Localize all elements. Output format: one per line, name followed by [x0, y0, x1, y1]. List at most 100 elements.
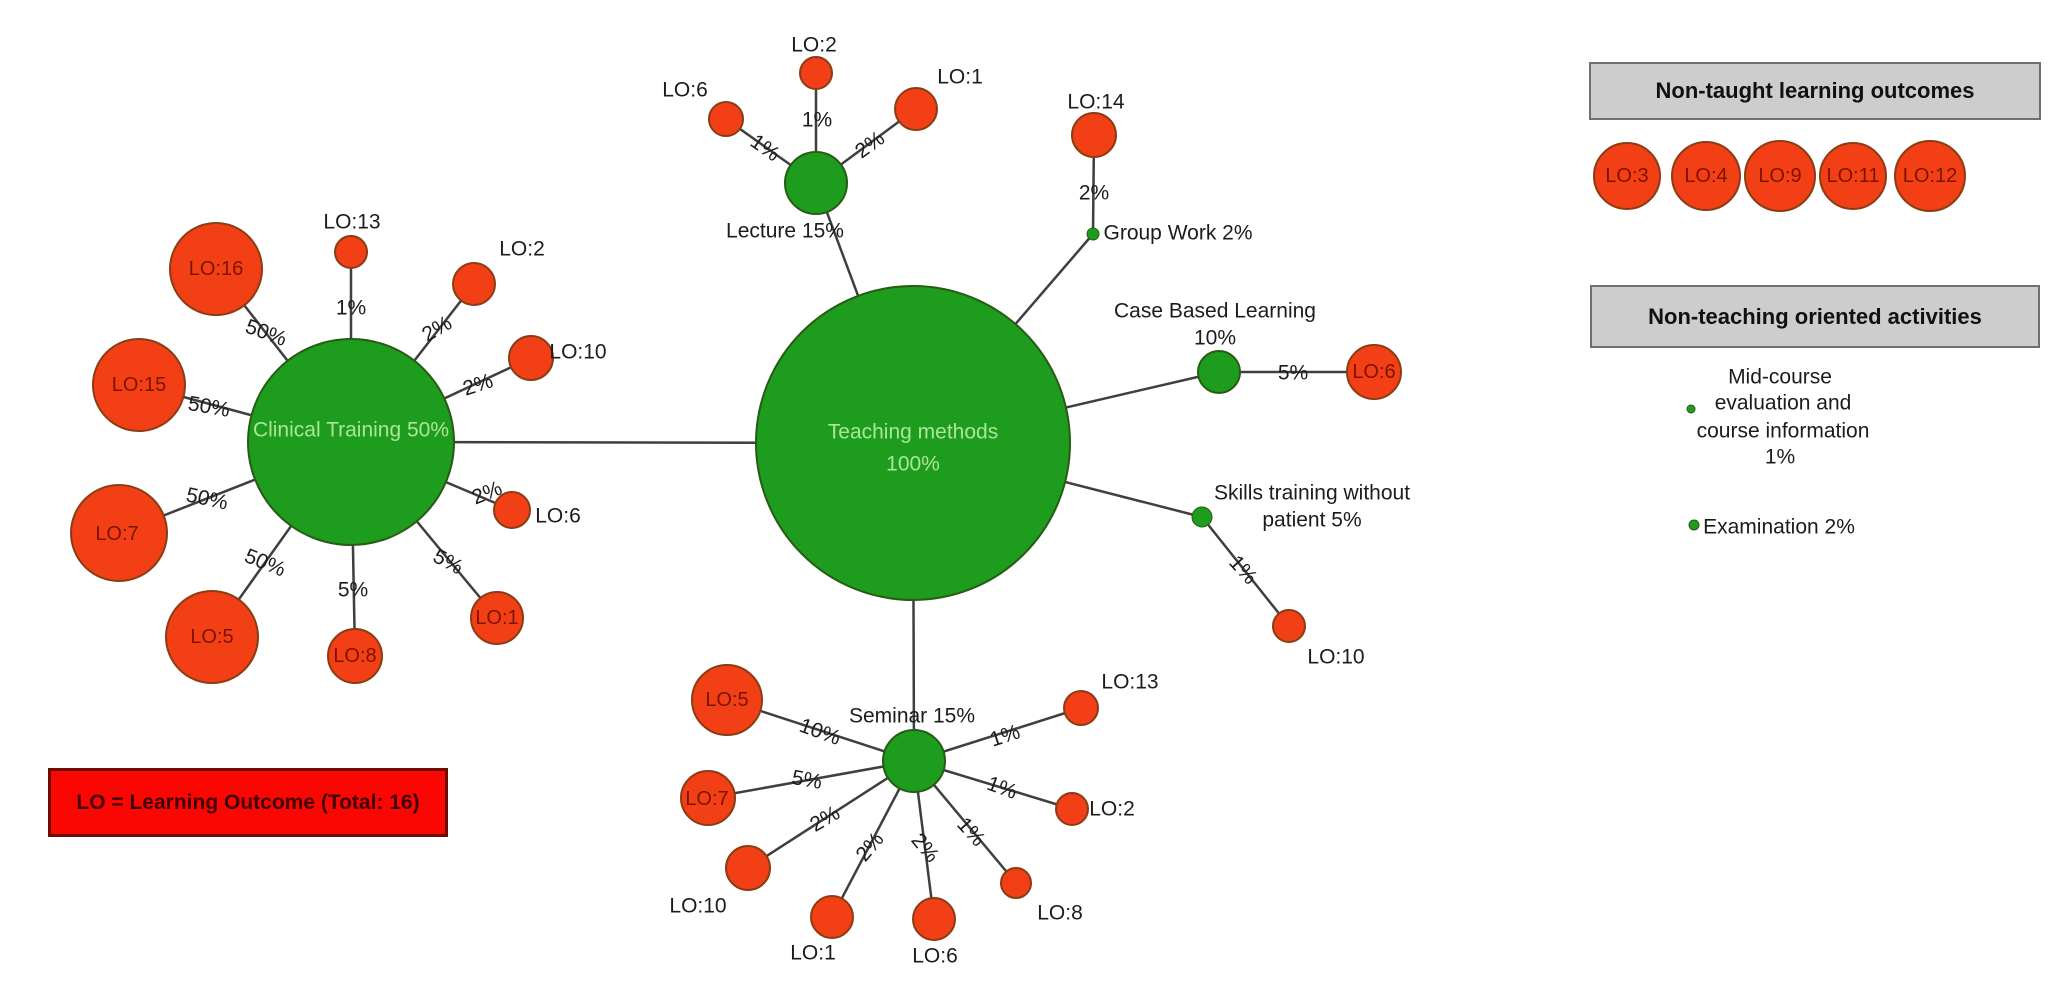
node-c1 — [470, 591, 524, 645]
edge-label-clinical-c13: 1% — [336, 297, 366, 320]
node-L1 — [894, 87, 938, 131]
edge-label-lecture-L2: 1% — [802, 109, 832, 132]
label-c6-0: LO:6 — [535, 505, 581, 528]
label-skills-1: patient 5% — [1262, 509, 1361, 532]
mid-course-evaluation-dot — [1686, 404, 1696, 414]
label-seminar-0: Seminar 15% — [849, 705, 975, 728]
node-L2 — [799, 56, 833, 90]
edge-label-clinical-c8: 5% — [338, 579, 368, 602]
edge-label-clinical-c5: 50% — [241, 544, 289, 581]
node-M8 — [1000, 867, 1032, 899]
label-c7-0: LO:7 — [95, 523, 138, 545]
node-c8 — [327, 628, 383, 684]
label-M5-0: LO:5 — [705, 689, 748, 711]
node-S10 — [1272, 609, 1306, 643]
mid-course-evaluation-text-1: evaluation and — [1715, 392, 1852, 415]
edge-skills-S10 — [1201, 516, 1290, 627]
edge-label-groupwork-G14: 2% — [1079, 182, 1109, 205]
label-c5-0: LO:5 — [190, 626, 233, 648]
node-c16 — [169, 222, 263, 316]
lo-abbreviation-legend: LO = Learning Outcome (Total: 16) — [48, 768, 448, 837]
label-c16-0: LO:16 — [189, 258, 243, 280]
node-groupwork — [1086, 227, 1100, 241]
label-B6-0: LO:6 — [1352, 361, 1395, 383]
label-M2-0: LO:2 — [1089, 798, 1135, 821]
label-L6-0: LO:6 — [662, 79, 708, 102]
label-c13-0: LO:13 — [323, 211, 380, 234]
label-M13-0: LO:13 — [1101, 671, 1158, 694]
label-layer: 50%1%2%2%50%50%50%5%5%2%1%1%2%2%5%1%10%5… — [95, 34, 1957, 968]
edge-label-clinical-c16: 50% — [242, 315, 289, 351]
label-M8-0: LO:8 — [1037, 902, 1083, 925]
mid-course-evaluation-text-2: course information — [1697, 420, 1870, 443]
node-M1 — [810, 895, 854, 939]
node-N3 — [1593, 142, 1661, 210]
edge-label-seminar-M2: 1% — [984, 772, 1020, 804]
examination-text-0: Examination 2% — [1703, 516, 1855, 539]
node-c10 — [508, 335, 554, 381]
label-clinical-0: Clinical Training 50% — [253, 419, 449, 442]
node-N12 — [1894, 140, 1966, 212]
label-M6-0: LO:6 — [912, 945, 958, 968]
node-c7 — [70, 484, 168, 582]
label-c15-0: LO:15 — [112, 374, 166, 396]
label-teaching-0: Teaching methods — [828, 421, 998, 444]
edge-label-seminar-M5: 10% — [796, 714, 843, 750]
label-L1-0: LO:1 — [937, 66, 983, 89]
edge-label-seminar-M6: 2% — [906, 829, 943, 867]
label-cbl-0: Case Based Learning — [1114, 300, 1316, 323]
node-c15 — [92, 338, 186, 432]
edge-label-clinical-c7: 50% — [184, 483, 230, 514]
node-layer — [70, 56, 1966, 941]
non-teaching-activities-header: Non-teaching oriented activities — [1590, 285, 2040, 348]
node-M13 — [1063, 690, 1099, 726]
label-M1-0: LO:1 — [790, 942, 836, 965]
edge-seminar-M7 — [707, 759, 915, 800]
node-c13 — [334, 235, 368, 269]
node-c2 — [452, 262, 496, 306]
edge-label-lecture-L6: 1% — [746, 130, 784, 166]
node-G14 — [1071, 112, 1117, 158]
node-M5 — [691, 664, 763, 736]
node-N4 — [1671, 141, 1741, 211]
label-G14-0: LO:14 — [1067, 91, 1125, 114]
node-cbl — [1197, 350, 1241, 394]
node-skills — [1191, 506, 1213, 528]
label-N3-0: LO:3 — [1605, 165, 1648, 187]
edge-label-clinical-c2: 2% — [418, 311, 456, 346]
label-cbl-1: 10% — [1194, 327, 1236, 350]
mid-course-evaluation-text-0: Mid-course — [1728, 366, 1832, 389]
node-M7 — [680, 770, 736, 826]
node-N9 — [1744, 140, 1816, 212]
node-c6 — [493, 491, 531, 529]
label-skills-0: Skills training without — [1214, 482, 1410, 505]
label-c8-0: LO:8 — [333, 645, 376, 667]
node-B6 — [1346, 344, 1402, 400]
node-seminar — [882, 729, 946, 793]
label-N4-0: LO:4 — [1684, 165, 1727, 187]
edge-label-seminar-M1: 2% — [851, 828, 888, 866]
label-N12-0: LO:12 — [1903, 165, 1957, 187]
node-M2 — [1055, 792, 1089, 826]
edge-label-clinical-c15: 50% — [186, 392, 231, 422]
node-lecture — [784, 151, 848, 215]
label-c10-0: LO:10 — [549, 341, 606, 364]
examination-dot — [1688, 519, 1700, 531]
edge-label-seminar-M10: 2% — [806, 801, 844, 836]
label-c1-0: LO:1 — [475, 607, 518, 629]
edge-seminar-M10 — [747, 759, 915, 870]
edge-label-seminar-M7: 5% — [790, 766, 824, 794]
label-M7-0: LO:7 — [685, 788, 728, 810]
label-M10-0: LO:10 — [669, 895, 726, 918]
label-c2-0: LO:2 — [499, 238, 545, 261]
non-taught-outcomes-header: Non-taught learning outcomes — [1589, 62, 2041, 120]
label-N11-0: LO:11 — [1827, 165, 1880, 187]
edge-label-clinical-c10: 2% — [460, 369, 496, 400]
node-c5 — [165, 590, 259, 684]
edge-label-seminar-M13: 1% — [987, 720, 1023, 751]
label-N9-0: LO:9 — [1758, 165, 1801, 187]
node-clinical — [247, 338, 455, 546]
edge-label-cbl-B6: 5% — [1278, 362, 1308, 385]
